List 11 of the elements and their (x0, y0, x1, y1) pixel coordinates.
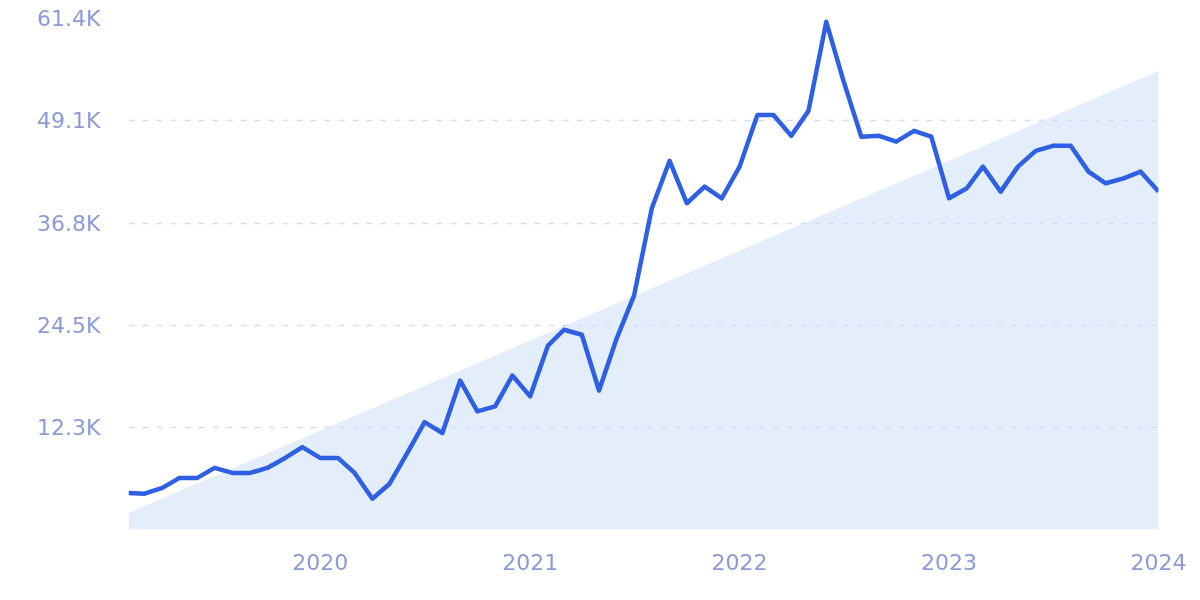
x-tick-label: 2022 (711, 549, 768, 575)
y-tick-label: 12.3K (37, 414, 102, 440)
x-tick-label: 2024 (1130, 549, 1187, 575)
y-tick-label: 61.4K (37, 6, 102, 31)
x-tick-label: 2021 (502, 549, 559, 575)
x-tick-label: 2020 (292, 549, 349, 575)
line-series (128, 19, 1159, 501)
y-tick-label: 36.8K (37, 210, 102, 236)
y-tick-label: 24.5K (37, 313, 102, 339)
x-tick-label: 2023 (921, 549, 978, 575)
y-tick-label: 49.1K (37, 108, 102, 134)
